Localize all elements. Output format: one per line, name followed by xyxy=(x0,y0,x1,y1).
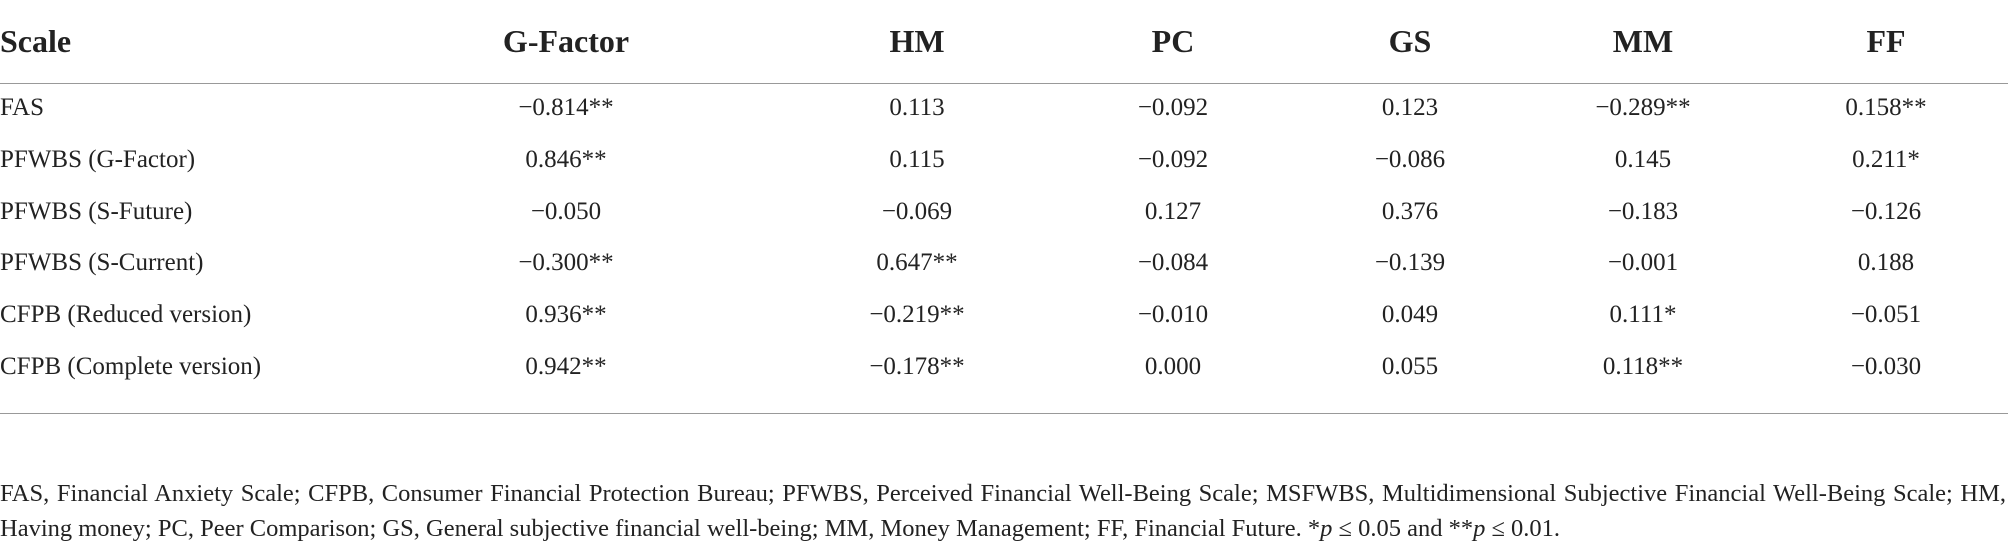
row-label: FAS xyxy=(0,94,45,121)
row-label: PFWBS (S-Current) xyxy=(0,249,204,277)
table-cell: 0.118** xyxy=(1602,353,1684,380)
table-cell: −0.092 xyxy=(1137,94,1209,121)
column-header: MM xyxy=(1612,23,1674,59)
column-header: GS xyxy=(1388,23,1432,59)
footnote-text: ≤ 0.05 and ** xyxy=(1332,515,1474,542)
table-cell: −0.814** xyxy=(518,94,614,121)
table-cell: −0.300** xyxy=(518,249,614,277)
table-cell: 0.127 xyxy=(1144,197,1202,225)
table-cell: 0.049 xyxy=(1381,301,1439,329)
table-cell: 0.376 xyxy=(1381,197,1439,225)
footnote-text: FAS, Financial Anxiety Scale; CFPB, Cons… xyxy=(0,480,2006,542)
column-header: PC xyxy=(1151,23,1195,59)
row-label: CFPB (Reduced version) xyxy=(0,301,252,329)
table-cell: 0.942** xyxy=(525,353,607,380)
table-cell: −0.051 xyxy=(1850,301,1922,329)
bottom-rule xyxy=(0,413,2008,414)
row-label: PFWBS (S-Future) xyxy=(0,197,193,225)
table-cell: −0.086 xyxy=(1374,145,1446,173)
table-cell: 0.123 xyxy=(1381,94,1439,121)
table-cell: −0.139 xyxy=(1374,249,1446,277)
table-cell: 0.158** xyxy=(1845,94,1927,121)
table-cell: 0.111* xyxy=(1609,301,1677,329)
table-cell: 0.113 xyxy=(889,94,945,121)
footnote: FAS, Financial Anxiety Scale; CFPB, Cons… xyxy=(0,476,2006,546)
table-cell: 0.115 xyxy=(889,145,945,173)
header-rule xyxy=(0,83,2008,84)
table-cell: −0.178** xyxy=(869,353,965,380)
table-cell: 0.647** xyxy=(876,249,958,277)
table-cell: −0.126 xyxy=(1850,197,1922,225)
table-cell: −0.183 xyxy=(1607,197,1679,225)
table-cell: −0.289** xyxy=(1595,94,1691,121)
table-cell: 0.936** xyxy=(525,301,607,329)
column-header: FF xyxy=(1866,23,1906,59)
row-label: PFWBS (G-Factor) xyxy=(0,145,196,173)
column-header: HM xyxy=(889,23,945,59)
table-cell: −0.092 xyxy=(1137,145,1209,173)
table-cell: 0.188 xyxy=(1857,249,1915,277)
footnote-italic: p xyxy=(1473,515,1486,542)
column-header: Scale xyxy=(0,23,72,59)
column-header: G-Factor xyxy=(502,23,630,59)
table-cell: −0.030 xyxy=(1850,353,1922,380)
footnote-italic: p xyxy=(1320,515,1333,542)
table-cell: 0.000 xyxy=(1144,353,1202,380)
table-cell: 0.846** xyxy=(525,145,607,173)
table-cell: −0.050 xyxy=(530,197,602,225)
table-cell: −0.084 xyxy=(1137,249,1209,277)
table-cell: −0.069 xyxy=(881,197,953,225)
table-cell: 0.211* xyxy=(1852,145,1920,173)
footnote-text: ≤ 0.01. xyxy=(1485,515,1561,542)
table-cell: −0.219** xyxy=(869,301,965,329)
table-cell: −0.001 xyxy=(1607,249,1679,277)
table-cell: −0.010 xyxy=(1137,301,1209,329)
row-label: CFPB (Complete version) xyxy=(0,353,262,380)
table-cell: 0.055 xyxy=(1381,353,1439,380)
table-cell: 0.145 xyxy=(1614,145,1672,173)
